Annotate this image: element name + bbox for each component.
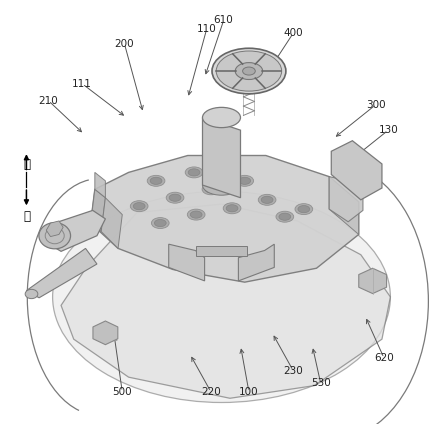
Ellipse shape	[258, 194, 276, 205]
Ellipse shape	[205, 186, 217, 193]
Text: 220: 220	[201, 387, 221, 397]
Ellipse shape	[130, 201, 148, 212]
Polygon shape	[93, 321, 118, 345]
Ellipse shape	[261, 196, 273, 204]
Polygon shape	[61, 204, 390, 398]
Ellipse shape	[279, 213, 291, 220]
Ellipse shape	[223, 203, 241, 214]
Ellipse shape	[236, 176, 253, 186]
Ellipse shape	[202, 108, 241, 128]
Ellipse shape	[276, 211, 294, 222]
Polygon shape	[196, 246, 247, 255]
Ellipse shape	[166, 192, 184, 203]
Ellipse shape	[185, 167, 203, 178]
Ellipse shape	[133, 203, 145, 210]
Ellipse shape	[154, 219, 166, 227]
Polygon shape	[329, 177, 359, 235]
Polygon shape	[101, 198, 122, 248]
Text: 100: 100	[239, 387, 259, 397]
Text: 620: 620	[374, 353, 394, 363]
Polygon shape	[27, 248, 97, 298]
Polygon shape	[95, 173, 105, 198]
Text: 400: 400	[284, 28, 303, 38]
Polygon shape	[91, 189, 105, 232]
Polygon shape	[359, 268, 387, 294]
Text: 530: 530	[311, 379, 330, 388]
Text: 130: 130	[378, 125, 398, 135]
Polygon shape	[202, 117, 241, 198]
Polygon shape	[42, 210, 105, 251]
Ellipse shape	[152, 218, 169, 229]
Polygon shape	[169, 244, 205, 281]
Ellipse shape	[239, 177, 251, 184]
Ellipse shape	[39, 223, 70, 249]
Ellipse shape	[187, 209, 205, 220]
Ellipse shape	[235, 62, 263, 79]
Text: 610: 610	[214, 15, 233, 26]
Ellipse shape	[188, 169, 200, 176]
Polygon shape	[46, 221, 63, 237]
Text: 300: 300	[366, 100, 385, 110]
Polygon shape	[238, 244, 274, 281]
Ellipse shape	[212, 48, 286, 94]
Text: 200: 200	[115, 39, 134, 48]
Text: 230: 230	[284, 366, 303, 376]
Ellipse shape	[147, 176, 165, 186]
Ellipse shape	[216, 51, 282, 91]
Text: 500: 500	[113, 387, 132, 397]
Text: 110: 110	[197, 24, 217, 34]
Polygon shape	[331, 141, 382, 200]
Ellipse shape	[243, 67, 255, 75]
Text: 111: 111	[72, 79, 92, 89]
Text: 210: 210	[39, 96, 58, 105]
Ellipse shape	[169, 194, 181, 201]
Ellipse shape	[298, 206, 310, 212]
Ellipse shape	[295, 204, 313, 215]
Ellipse shape	[226, 205, 238, 212]
Text: 下: 下	[23, 210, 30, 224]
Text: 上: 上	[23, 158, 30, 171]
Ellipse shape	[202, 175, 241, 195]
Ellipse shape	[150, 177, 162, 184]
Ellipse shape	[202, 184, 220, 195]
Polygon shape	[329, 177, 363, 222]
Ellipse shape	[190, 211, 202, 218]
Ellipse shape	[53, 191, 390, 402]
Polygon shape	[91, 156, 359, 282]
Ellipse shape	[25, 289, 38, 299]
